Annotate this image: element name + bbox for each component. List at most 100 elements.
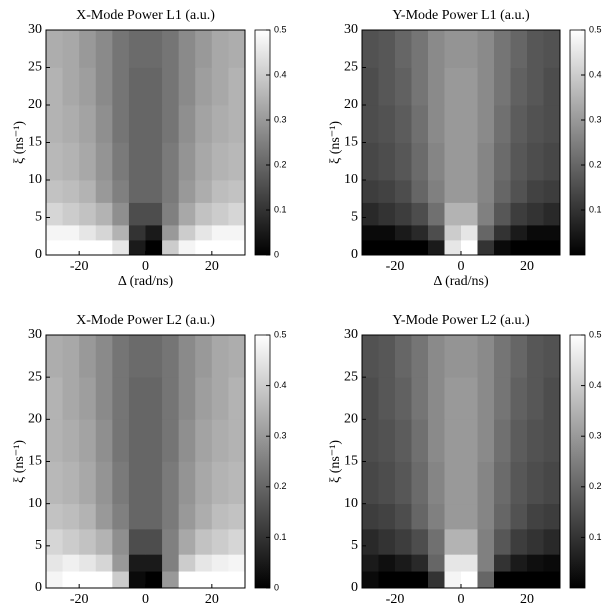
heatmap-cell — [128, 105, 146, 143]
heatmap-cell — [162, 67, 180, 106]
heatmap-cell — [428, 240, 445, 256]
heatmap-cell — [211, 225, 229, 241]
heatmap-cell — [395, 30, 412, 68]
y-tick-label: 0 — [35, 580, 42, 595]
heatmap-cell — [128, 202, 146, 226]
heatmap-cell — [95, 67, 113, 106]
heatmap-cell — [494, 554, 511, 572]
heatmap-cell — [543, 180, 561, 203]
heatmap-cell — [428, 30, 445, 68]
heatmap-cell — [494, 335, 511, 378]
heatmap-cell — [178, 554, 196, 572]
heatmap-cell — [461, 528, 478, 555]
heatmap-cell — [46, 503, 63, 530]
heatmap-cell — [411, 571, 429, 589]
heatmap-cell — [494, 225, 511, 241]
heatmap-cell — [145, 225, 163, 241]
heatmap-cell — [411, 180, 429, 203]
heatmap-cell — [444, 67, 462, 106]
heatmap-cell — [195, 180, 213, 203]
heatmap-cell — [46, 461, 63, 505]
heatmap-cell — [46, 528, 63, 555]
heatmap-cell — [477, 30, 495, 68]
heatmap-cell — [543, 225, 561, 241]
y-tick-label: 0 — [351, 580, 358, 595]
x-tick-label: -20 — [386, 592, 405, 605]
heatmap-cell — [378, 377, 396, 420]
heatmap-cell — [79, 240, 97, 256]
heatmap-cell — [461, 571, 478, 589]
heatmap-cell — [62, 554, 80, 572]
heatmap-cell — [46, 105, 63, 143]
heatmap-cell — [461, 180, 478, 203]
heatmap-cell — [461, 30, 478, 68]
heatmap-cell — [178, 528, 196, 555]
x-tick-label: -20 — [386, 259, 405, 274]
heatmap-cell — [510, 202, 528, 226]
heatmap-cell — [162, 554, 180, 572]
heatmap-cell — [95, 30, 113, 68]
heatmap-cell — [477, 571, 495, 589]
heatmap-cell — [395, 377, 412, 420]
heatmap-cell — [79, 180, 97, 203]
heatmap-cell — [527, 377, 544, 420]
colorbar-tick-label: 0.3 — [589, 431, 602, 441]
heatmap-cell — [79, 419, 97, 462]
heatmap-cell — [362, 240, 379, 256]
heatmap-cell — [95, 202, 113, 226]
heatmap-cell — [79, 377, 97, 420]
heatmap-cell — [112, 528, 130, 555]
heatmap-cell — [228, 528, 246, 555]
heatmap-cell — [444, 30, 462, 68]
heatmap-cell — [395, 528, 412, 555]
colorbar-tick-label: 0 — [274, 249, 279, 259]
heatmap-cell — [494, 419, 511, 462]
heatmap-cell — [444, 528, 462, 555]
heatmap-cell — [461, 461, 478, 505]
heatmap-cell — [178, 105, 196, 143]
heatmap-cell — [162, 503, 180, 530]
heatmap-cell — [428, 142, 445, 181]
heatmap-cell — [378, 30, 396, 68]
heatmap-cell — [178, 67, 196, 106]
heatmap-cell — [510, 67, 528, 106]
heatmap-cell — [112, 240, 130, 256]
heatmap-cell — [162, 240, 180, 256]
heatmap-cell — [510, 180, 528, 203]
heatmap-cell — [178, 377, 196, 420]
heatmap-cell — [444, 503, 462, 530]
heatmap-cell — [195, 554, 213, 572]
heatmap-cell — [195, 461, 213, 505]
heatmap-cell — [395, 105, 412, 143]
y-tick-label: 0 — [35, 247, 42, 262]
heatmap-cell — [543, 105, 561, 143]
heatmap-cell — [527, 67, 544, 106]
heatmap-cell — [411, 528, 429, 555]
y-axis-label: ξ (ns⁻¹) — [328, 121, 343, 164]
heatmap-cell — [46, 67, 63, 106]
heatmap-cell — [79, 105, 97, 143]
colorbar-tick-label: 0.1 — [274, 532, 287, 542]
heatmap-cell — [510, 461, 528, 505]
heatmap-cell — [362, 105, 379, 143]
heatmap-cell — [477, 105, 495, 143]
heatmap-cell — [145, 202, 163, 226]
heatmap-cell — [95, 554, 113, 572]
x-tick-label: -20 — [70, 259, 89, 274]
heatmap-cell — [178, 571, 196, 589]
heatmap-cell — [79, 142, 97, 181]
heatmap-cell — [211, 419, 229, 462]
heatmap-cell — [510, 30, 528, 68]
heatmap-cell — [428, 335, 445, 378]
heatmap-cell — [395, 240, 412, 256]
heatmap-cell — [494, 105, 511, 143]
heatmap-cell — [494, 240, 511, 256]
heatmap-cell — [112, 105, 130, 143]
heatmap-cell — [444, 461, 462, 505]
heatmap-cell — [46, 202, 63, 226]
heatmap-cell — [428, 571, 445, 589]
y-tick-label: 30 — [28, 327, 42, 342]
heatmap-cell — [79, 202, 97, 226]
x-axis-label: Δ (rad/ns) — [433, 274, 489, 289]
heatmap-cell — [178, 202, 196, 226]
